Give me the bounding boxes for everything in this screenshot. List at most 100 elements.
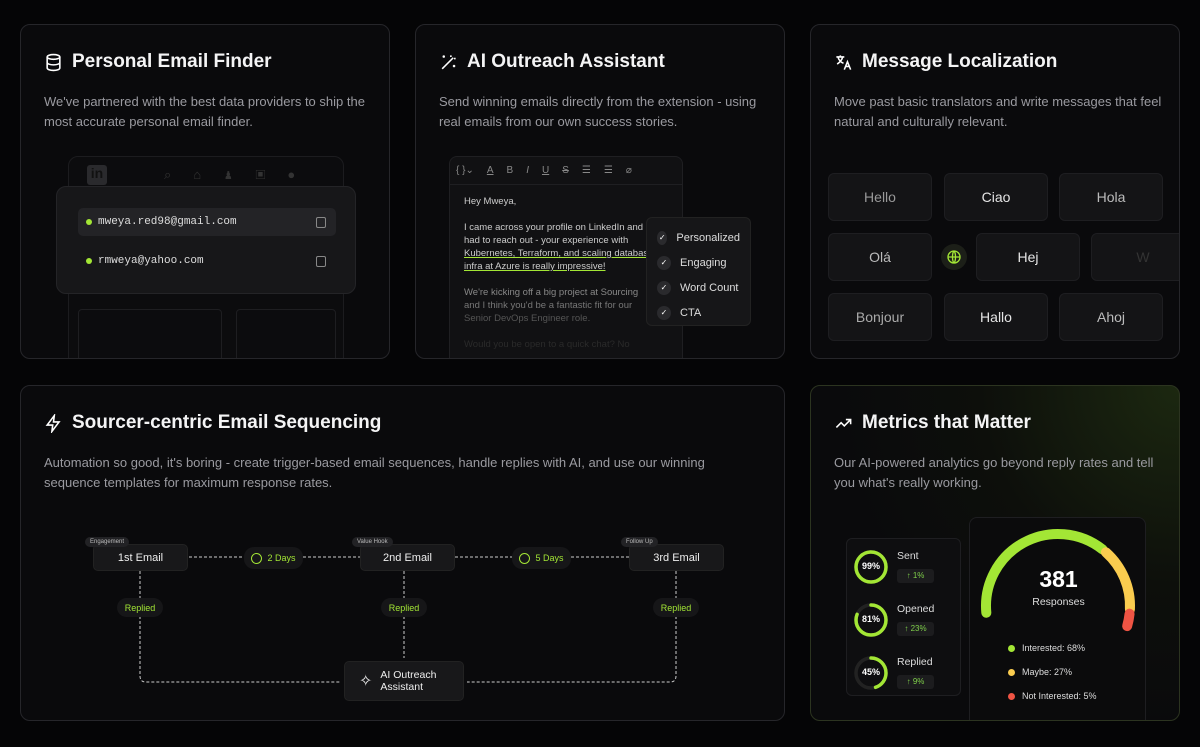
outreach-card: AI Outreach Assistant Send winning email… [415,24,785,359]
editor-toolbar: { }⌄ A B I U S ☰ ☰ ⌀ [450,157,682,185]
email-line: infra at Azure is really impressive! [464,261,606,272]
responses-label: Responses [1032,596,1085,608]
lightning-icon [45,413,61,433]
globe-icon [941,244,967,270]
card-title: Personal Email Finder [44,51,272,73]
attach-icon[interactable]: ⌀ [625,165,632,176]
card-title: Sourcer-centric Email Sequencing [44,412,381,434]
language-tile: Hello [828,173,932,221]
stat-change: ↑ 9% [897,675,934,689]
replied-badge: Replied [653,598,699,617]
variable-icon[interactable]: { }⌄ [456,165,474,176]
card-description: Our AI-powered analytics go beyond reply… [834,455,1154,490]
email-line-highlighted: Kubernetes, Terraform, and scaling datab… [464,248,654,259]
copy-icon[interactable] [316,255,326,267]
localization-card: Message Localization Move past basic tra… [810,24,1180,359]
replied-badge: Replied [117,598,163,617]
delay-badge: 5 Days [512,547,571,569]
check-item: ✓ Personalized [657,230,740,245]
profile-block [78,309,222,358]
email-finder-card: Personal Email Finder We've partnered wi… [20,24,390,359]
legend-item: Not Interested: 5% [1008,684,1097,708]
title-text: Message Localization [862,51,1058,72]
sequence-step[interactable]: 2nd Email [360,544,455,571]
sequencing-card: Sourcer-centric Email Sequencing Automat… [20,385,785,721]
profile-block [236,309,336,358]
trending-up-icon [835,418,852,428]
stats-panel: 99% Sent ↑ 1% 81% Opened ↑ 23% 45% Repli… [846,538,961,696]
bold-icon[interactable]: B [506,165,514,176]
status-dot [86,258,92,264]
italic-icon[interactable]: I [526,165,529,176]
check-item: ✓ CTA [657,300,740,325]
card-description: Send winning emails directly from the ex… [439,94,757,129]
sparkle-icon: ✧ [359,673,373,690]
stat-label: Replied [897,656,933,668]
stat-change: ↑ 1% [897,569,934,583]
email-row[interactable]: rmweya@yahoo.com [78,247,336,275]
gauge-segment [1122,608,1135,632]
title-text: AI Outreach Assistant [467,51,665,72]
language-tile: Hej [976,233,1080,281]
stat-label: Opened [897,603,935,615]
email-body: Hey Mweya, I came across your profile on… [450,185,682,358]
text-color-icon[interactable]: A [486,165,494,176]
sequence-step[interactable]: 1st Email [93,544,188,571]
responses-total: 381 [1039,566,1078,592]
legend-item: Maybe: 27% [1008,660,1097,684]
stat-label: Sent [897,550,919,562]
copy-icon[interactable] [316,216,326,228]
underline-icon[interactable]: U [541,165,550,176]
check-item: ✓ Word Count [657,275,740,300]
check-icon: ✓ [657,230,668,245]
strikethrough-icon[interactable]: S [562,165,569,176]
ring-value: 45% [861,667,880,677]
step-tag: Value Hook [352,537,393,547]
ai-assistant-node[interactable]: ✧ AI Outreach Assistant [344,661,464,701]
gauge-segment [1100,547,1135,615]
email-line: I came across your profile on LinkedIn a… [464,222,644,233]
language-tile: Olá [828,233,932,281]
card-description: Automation so good, it's boring - create… [44,455,705,490]
responses-gauge [981,529,1135,632]
ordered-list-icon[interactable]: ☰ [581,165,591,176]
ring-value: 81% [861,614,880,624]
title-text: Metrics that Matter [862,412,1031,433]
delay-badge: 2 Days [244,547,303,569]
flow-connectors [139,556,677,683]
language-tile: Hola [1059,173,1163,221]
responses-panel: 381 Responses Interested: 68% Maybe: 27% N… [969,517,1146,720]
title-text: Sourcer-centric Email Sequencing [72,412,382,433]
status-dot [86,219,92,225]
card-title: Metrics that Matter [834,412,1031,434]
email-line: had to reach out - your experience with [464,235,629,246]
check-icon: ✓ [657,305,671,320]
magic-wand-icon [441,54,456,69]
legend-dot [1008,644,1015,652]
stat-row: 99% Sent ↑ 1% [853,549,958,589]
sequence-step[interactable]: 3rd Email [629,544,724,571]
check-icon: ✓ [657,255,671,270]
legend-dot [1008,692,1015,700]
bullet-list-icon[interactable]: ☰ [603,165,613,176]
email-line: We're kicking off a big project at Sourc… [464,287,639,298]
email-address: mweya.red98@gmail.com [98,216,237,228]
card-title: Message Localization [834,51,1057,73]
database-icon [46,53,61,71]
metrics-card: Metrics that Matter Our AI-powered analy… [810,385,1180,721]
legend-item: Interested: 68% [1008,636,1097,660]
legend-dot [1008,668,1015,676]
email-editor[interactable]: { }⌄ A B I U S ☰ ☰ ⌀ Hey Mweya, I came across yo… [449,156,683,358]
language-tile: Ciao [944,173,1048,221]
language-tile: Ahoj [1059,293,1163,341]
linkedin-logo: in [87,165,107,185]
language-tile: Bonjour [828,293,932,341]
card-description: Move past basic translators and write me… [834,94,1162,129]
card-title: AI Outreach Assistant [439,51,665,73]
quality-checklist: ✓ Personalized ✓ Engaging ✓ Word Count ✓ CTA [646,217,751,326]
replied-badge: Replied [381,598,427,617]
check-icon: ✓ [657,280,671,295]
clock-icon [519,552,531,564]
clock-icon [251,552,263,564]
email-row[interactable]: mweya.red98@gmail.com [78,208,336,236]
